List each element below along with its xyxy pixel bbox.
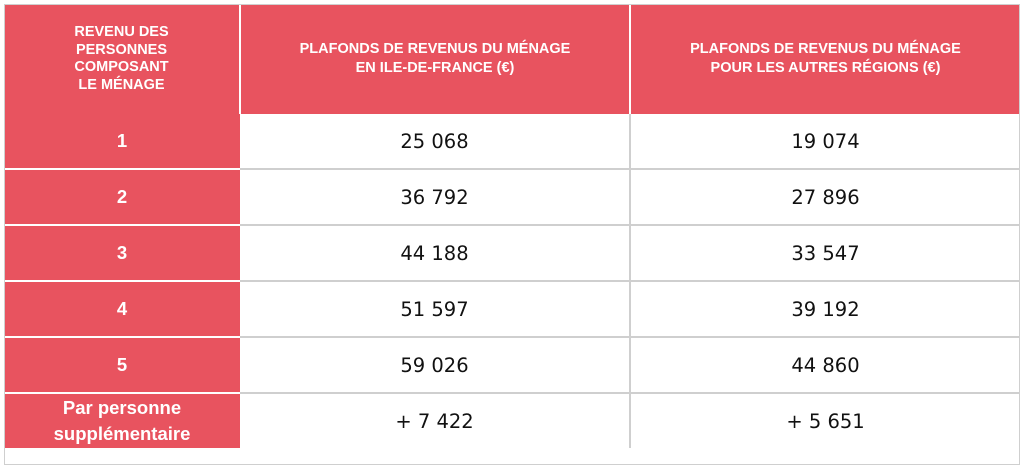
other-regions-value: 44 860	[630, 337, 1020, 394]
row-label: 5	[4, 337, 240, 394]
row-label-text: Par personne supplémentaire	[53, 397, 191, 444]
row-label-text: 5	[116, 354, 128, 375]
idf-value: 25 068	[240, 114, 631, 170]
table-header-row: REVENU DES PERSONNES COMPOSANT LE MÉNAGE…	[4, 4, 1020, 114]
other-regions-value: 39 192	[630, 281, 1020, 338]
idf-value: 36 792	[240, 169, 631, 226]
table-row: 2 36 792 27 896	[4, 169, 1020, 226]
row-label-text: 1	[116, 130, 128, 151]
idf-value: 44 188	[240, 225, 631, 282]
header-idf-ceiling-label: PLAFONDS DE REVENUS DU MÉNAGE EN ILE-DE-…	[299, 41, 571, 76]
other-regions-value: 19 074	[630, 114, 1020, 170]
header-household-income: REVENU DES PERSONNES COMPOSANT LE MÉNAGE	[4, 4, 241, 114]
row-label: 4	[4, 281, 240, 338]
header-idf-ceiling: PLAFONDS DE REVENUS DU MÉNAGE EN ILE-DE-…	[240, 4, 631, 114]
row-label: Par personne supplémentaire	[4, 393, 240, 448]
idf-value: + 7 422	[240, 393, 631, 448]
header-household-income-label: REVENU DES PERSONNES COMPOSANT LE MÉNAGE	[74, 24, 169, 93]
idf-value: 51 597	[240, 281, 631, 338]
row-label: 2	[4, 169, 240, 226]
row-label: 1	[4, 114, 240, 170]
row-label: 3	[4, 225, 240, 282]
table-row: 1 25 068 19 074	[4, 114, 1020, 170]
row-label-text: 3	[116, 242, 128, 263]
other-regions-value: 33 547	[630, 225, 1020, 282]
table-row: 3 44 188 33 547	[4, 225, 1020, 282]
income-ceiling-table: REVENU DES PERSONNES COMPOSANT LE MÉNAGE…	[4, 4, 1020, 448]
row-label-text: 4	[116, 298, 128, 319]
table-row: 4 51 597 39 192	[4, 281, 1020, 338]
other-regions-value: + 5 651	[630, 393, 1020, 448]
table-row: 5 59 026 44 860	[4, 337, 1020, 394]
table-row: Par personne supplémentaire + 7 422 + 5 …	[4, 393, 1020, 448]
header-other-regions-ceiling-label: PLAFONDS DE REVENUS DU MÉNAGE POUR LES A…	[690, 41, 961, 76]
idf-value: 59 026	[240, 337, 631, 394]
row-label-text: 2	[116, 186, 128, 207]
other-regions-value: 27 896	[630, 169, 1020, 226]
header-other-regions-ceiling: PLAFONDS DE REVENUS DU MÉNAGE POUR LES A…	[630, 4, 1020, 114]
